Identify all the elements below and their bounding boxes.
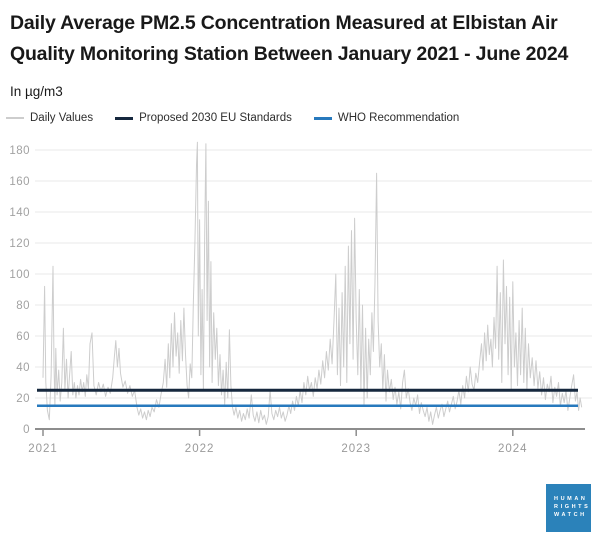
y-tick-label: 160	[9, 176, 30, 188]
daily-values-swatch-icon	[6, 117, 24, 119]
x-tick-label: 2022	[185, 443, 215, 455]
legend-item-who-recommendation: WHO Recommendation	[313, 112, 460, 124]
legend-label: Daily Values	[30, 112, 94, 124]
daily-values-line	[42, 141, 583, 425]
legend-item-eu-standards: Proposed 2030 EU Standards	[115, 112, 292, 124]
hrw-logo: HUMAN RIGHTS WATCH	[546, 484, 591, 532]
x-tick-label: 2023	[341, 443, 371, 455]
y-tick-label: 180	[9, 145, 30, 157]
y-tick-label: 120	[9, 238, 30, 250]
chart-unit-label: In µg/m3	[10, 84, 63, 99]
y-tick-label: 40	[16, 362, 30, 374]
x-tick-label: 2024	[498, 443, 528, 455]
legend-label: Proposed 2030 EU Standards	[139, 112, 292, 124]
eu-standards-swatch-icon	[115, 116, 134, 120]
y-tick-label: 20	[16, 393, 30, 405]
y-tick-label: 60	[16, 331, 30, 343]
x-tick-label: 2021	[28, 443, 58, 455]
page-title: Daily Average PM2.5 Concentration Measur…	[10, 12, 569, 65]
y-tick-label: 80	[16, 300, 30, 312]
y-tick-label: 0	[23, 424, 30, 436]
legend-item-daily-values: Daily Values	[6, 112, 93, 124]
legend-label: WHO Recommendation	[337, 112, 460, 124]
hrw-logo-line: RIGHTS	[554, 504, 591, 510]
y-tick-label: 100	[9, 269, 30, 281]
chart-canvas: 0 20 40 60 80 100 120 140 160 180 2021 2022 2023 2024	[9, 141, 592, 455]
who-recommendation-swatch-icon	[313, 116, 332, 120]
hrw-logo-line: HUMAN	[554, 496, 588, 502]
hrw-logo-line: WATCH	[554, 512, 587, 518]
y-tick-label: 140	[9, 207, 30, 219]
legend: Daily Values Proposed 2030 EU Standards …	[6, 112, 481, 124]
